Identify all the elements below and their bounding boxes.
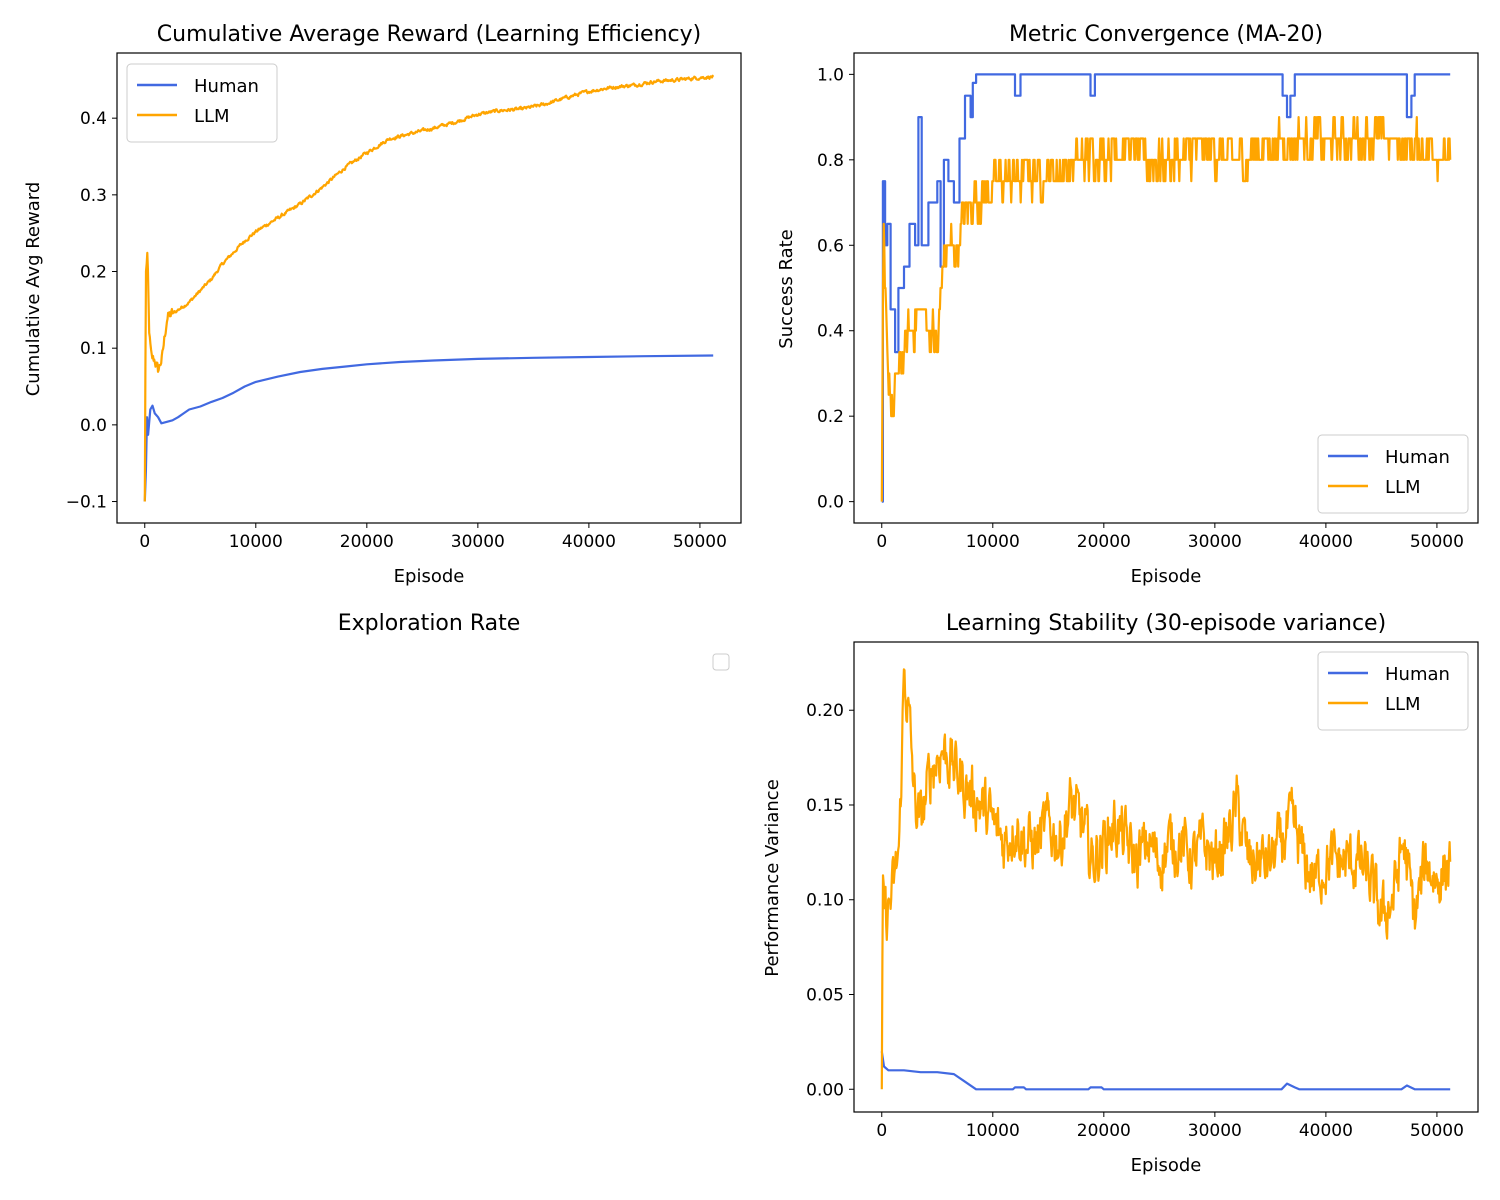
chart-learning-stability: Learning Stability (30-episode variance)… — [762, 611, 1479, 1176]
chart-title: Metric Convergence (MA-20) — [1009, 22, 1323, 47]
x-axis-label: Episode — [1131, 566, 1202, 587]
y-tick-label: 0.0 — [80, 416, 107, 436]
legend: Human LLM — [126, 63, 278, 143]
chart-metric-convergence: Metric Convergence (MA-20) Episode Succe… — [776, 22, 1479, 587]
legend: Human LLM — [1317, 434, 1469, 514]
axes-frame — [116, 52, 742, 524]
x-tick-label: 30000 — [451, 532, 505, 552]
x-tick-label: 40000 — [1299, 1121, 1353, 1141]
y-tick-label: 0.0 — [817, 493, 844, 513]
y-tick-label: 0.1 — [80, 339, 107, 359]
chart-title: Learning Stability (30-episode variance) — [946, 611, 1386, 636]
x-tick-label: 0 — [876, 1121, 887, 1141]
x-tick-label: 0 — [139, 532, 150, 552]
x-tick-label: 40000 — [1299, 532, 1353, 552]
x-tick-label: 20000 — [1077, 1121, 1131, 1141]
y-tick-label: 0.20 — [806, 701, 844, 721]
plot-area: 0 10000 20000 30000 40000 50000 0.00 0.05 0.10 0.… — [806, 641, 1479, 1141]
plot-area: 0 10000 20000 30000 40000 50000 −0.1 0.0 0.1 0.2 0… — [66, 52, 742, 552]
series-line-human — [881, 73, 1451, 503]
series-line-human — [143, 354, 714, 502]
x-tick-label: 50000 — [673, 532, 727, 552]
x-tick-label: 50000 — [1410, 532, 1464, 552]
x-tick-label: 20000 — [340, 532, 394, 552]
y-tick-label: 0.4 — [817, 322, 844, 342]
series-line-llm — [880, 116, 1452, 502]
chart-cumulative-reward: Cumulative Average Reward (Learning Effi… — [23, 22, 742, 587]
y-axis-label: Success Rate — [776, 229, 797, 348]
y-axis-label: Performance Variance — [762, 779, 783, 977]
x-tick-label: 10000 — [229, 532, 283, 552]
x-tick-label: 30000 — [1188, 532, 1242, 552]
y-tick-label: 0.00 — [806, 1080, 844, 1100]
y-tick-label: −0.1 — [66, 493, 107, 513]
y-tick-label: 0.2 — [817, 407, 844, 427]
legend-label-llm: LLM — [1385, 694, 1421, 715]
x-tick-label: 40000 — [562, 532, 616, 552]
y-tick-label: 0.3 — [80, 186, 107, 206]
x-axis-label: Episode — [394, 566, 465, 587]
legend: Human LLM — [1317, 651, 1469, 731]
x-tick-label: 10000 — [966, 532, 1020, 552]
legend-label-human: Human — [1385, 664, 1450, 685]
empty-legend-box — [712, 653, 730, 671]
axes-frame — [853, 641, 1479, 1113]
x-tick-label: 50000 — [1410, 1121, 1464, 1141]
chart-title: Exploration Rate — [338, 611, 521, 636]
series-line-human — [880, 1051, 1451, 1091]
x-tick-label: 10000 — [966, 1121, 1020, 1141]
chart-exploration-rate: Exploration Rate — [338, 611, 730, 671]
axes-frame — [853, 52, 1479, 524]
plot-area: 0 10000 20000 30000 40000 50000 0.0 0.2 0.4 0.6 0.… — [817, 52, 1479, 552]
legend-label-llm: LLM — [1385, 477, 1421, 498]
legend-label-llm: LLM — [194, 106, 230, 127]
y-tick-label: 0.2 — [80, 263, 107, 283]
y-tick-label: 0.15 — [806, 796, 844, 816]
chart-title: Cumulative Average Reward (Learning Effi… — [157, 22, 701, 47]
legend-label-human: Human — [1385, 447, 1450, 468]
series-line-llm — [880, 668, 1452, 1090]
x-axis-label: Episode — [1131, 1155, 1202, 1176]
y-tick-label: 0.4 — [80, 109, 107, 129]
y-axis-label: Cumulative Avg Reward — [23, 182, 44, 397]
x-tick-label: 30000 — [1188, 1121, 1242, 1141]
x-tick-label: 20000 — [1077, 532, 1131, 552]
y-tick-label: 0.8 — [817, 151, 844, 171]
series-line-llm — [143, 74, 715, 502]
y-tick-label: 0.05 — [806, 986, 844, 1006]
y-tick-label: 0.10 — [806, 891, 844, 911]
x-tick-label: 0 — [876, 532, 887, 552]
y-tick-label: 1.0 — [817, 65, 844, 85]
legend-label-human: Human — [194, 76, 259, 97]
y-tick-label: 0.6 — [817, 236, 844, 256]
